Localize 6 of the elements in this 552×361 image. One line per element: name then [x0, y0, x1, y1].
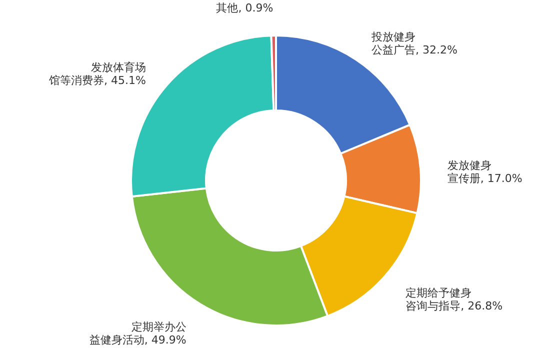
slice-label: 发放健身宣传册, 17.0% [447, 159, 522, 186]
slice-label: 发放体育场馆等消费券, 45.1% [48, 60, 146, 87]
slice-label: 投放健身公益广告, 32.2% [370, 30, 458, 56]
slice-label: 其他, 0.9% [216, 2, 274, 15]
slice-label: 定期给予健身咨询与指导, 26.8% [406, 286, 503, 313]
slice-label: 定期举办公益健身活动, 49.9% [89, 320, 186, 346]
